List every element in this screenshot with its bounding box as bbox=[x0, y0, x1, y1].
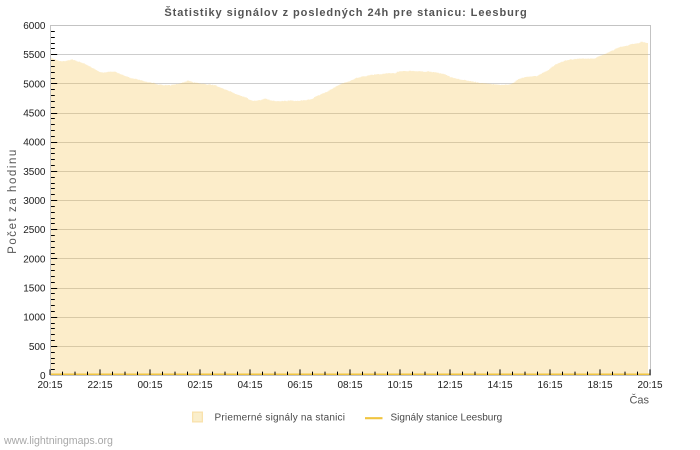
svg-text:20:15: 20:15 bbox=[37, 380, 62, 391]
svg-text:1500: 1500 bbox=[23, 284, 46, 295]
svg-text:22:15: 22:15 bbox=[87, 380, 112, 391]
svg-text:06:15: 06:15 bbox=[287, 380, 312, 391]
svg-text:14:15: 14:15 bbox=[487, 380, 512, 391]
svg-text:04:15: 04:15 bbox=[237, 380, 262, 391]
svg-text:Čas: Čas bbox=[629, 394, 649, 407]
svg-text:4500: 4500 bbox=[23, 109, 46, 120]
svg-text:Počet za hodinu: Počet za hodinu bbox=[7, 148, 19, 254]
svg-text:02:15: 02:15 bbox=[187, 380, 212, 391]
svg-text:1000: 1000 bbox=[23, 313, 46, 324]
svg-text:12:15: 12:15 bbox=[437, 380, 462, 391]
svg-text:Signály stanice Leesburg: Signály stanice Leesburg bbox=[391, 413, 503, 424]
svg-text:18:15: 18:15 bbox=[587, 380, 612, 391]
svg-text:Priemerné signály na stanici: Priemerné signály na stanici bbox=[215, 413, 346, 424]
svg-text:4000: 4000 bbox=[23, 138, 46, 149]
svg-text:www.lightningmaps.org: www.lightningmaps.org bbox=[3, 435, 113, 447]
svg-text:16:15: 16:15 bbox=[537, 380, 562, 391]
svg-text:20:15: 20:15 bbox=[637, 380, 662, 391]
svg-text:5000: 5000 bbox=[23, 79, 46, 90]
svg-text:6000: 6000 bbox=[23, 21, 46, 32]
svg-text:Štatistiky signálov z posledný: Štatistiky signálov z posledných 24h pre… bbox=[164, 6, 527, 19]
svg-text:3500: 3500 bbox=[23, 167, 46, 178]
svg-text:2000: 2000 bbox=[23, 254, 46, 265]
svg-text:00:15: 00:15 bbox=[137, 380, 162, 391]
svg-text:0: 0 bbox=[40, 371, 46, 382]
svg-text:2500: 2500 bbox=[23, 225, 46, 236]
svg-text:3000: 3000 bbox=[23, 196, 46, 207]
svg-text:5500: 5500 bbox=[23, 50, 46, 61]
svg-text:500: 500 bbox=[29, 342, 46, 353]
svg-text:10:15: 10:15 bbox=[387, 380, 412, 391]
svg-text:08:15: 08:15 bbox=[337, 380, 362, 391]
